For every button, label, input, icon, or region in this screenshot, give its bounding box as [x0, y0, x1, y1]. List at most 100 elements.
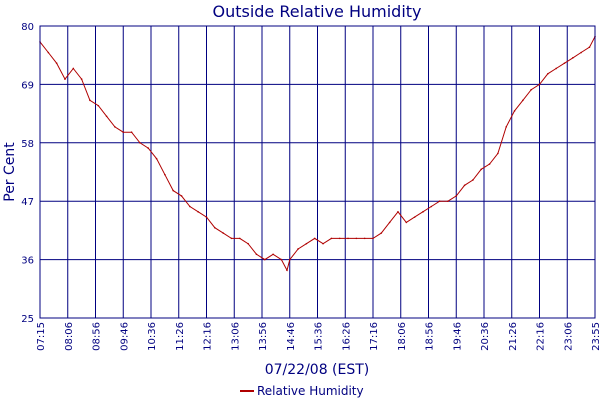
data-point [380, 232, 383, 234]
y-axis-title: Per Cent [2, 142, 18, 202]
data-point [239, 237, 241, 240]
data-point [247, 242, 249, 245]
x-tick-label: 13:06 [230, 322, 241, 351]
x-tick-label: 13:56 [258, 322, 269, 351]
legend: Relative Humidity [240, 384, 364, 398]
data-point [563, 62, 566, 64]
x-tick-label: 18:56 [425, 322, 436, 351]
data-point [297, 248, 299, 250]
data-point [172, 189, 174, 192]
data-point [263, 258, 266, 261]
data-point [355, 237, 358, 240]
data-point [286, 269, 288, 272]
data-point [538, 83, 541, 86]
data-point [189, 205, 191, 208]
data-point [505, 126, 508, 128]
data-point [114, 126, 116, 128]
legend-label: Relative Humidity [257, 384, 364, 398]
x-tick-label: 16:26 [341, 322, 352, 351]
data-point [89, 99, 91, 102]
data-point [513, 110, 516, 112]
y-tick-label: 25 [21, 314, 34, 325]
data-point [463, 184, 466, 187]
data-point [288, 258, 291, 261]
x-tick-label: 23:55 [591, 322, 600, 351]
data-point [438, 200, 441, 202]
data-point [347, 237, 349, 240]
data-point [372, 237, 374, 240]
plot-frame [39, 25, 596, 319]
data-point [230, 237, 233, 240]
x-tick-label: 14:46 [286, 322, 297, 351]
data-point [97, 104, 100, 107]
grid [40, 26, 595, 318]
data-point [480, 168, 483, 171]
y-tick-label: 36 [21, 256, 34, 267]
data-point [588, 46, 591, 49]
data-point [64, 78, 66, 80]
x-tick-label: 23:06 [563, 322, 574, 351]
x-tick-label: 07:15 [36, 322, 47, 351]
data-point [147, 147, 150, 149]
y-tick-labels: 25 36 47 58 69 80 [21, 22, 34, 325]
data-point [338, 237, 341, 240]
x-tick-label: 09:46 [119, 322, 130, 351]
data-point [572, 57, 574, 59]
data-point [214, 226, 216, 229]
data-point [305, 242, 308, 245]
data-point [497, 152, 499, 155]
data-point [47, 51, 50, 54]
data-point [155, 157, 158, 160]
data-point [55, 62, 58, 64]
x-tick-label: 18:06 [397, 322, 408, 351]
x-tick-label: 20:36 [480, 322, 491, 351]
data-point [164, 173, 166, 176]
x-tick-label: 21:26 [508, 322, 519, 351]
y-tick-label: 47 [21, 197, 34, 208]
data-point [363, 237, 366, 240]
data-point [422, 211, 424, 213]
x-tick-label: 08:06 [64, 322, 75, 351]
data-point [405, 221, 408, 224]
data-point [413, 216, 416, 218]
data-point [222, 232, 224, 234]
data-point [205, 216, 208, 218]
data-point [130, 131, 133, 133]
data-point [530, 88, 532, 91]
data-point [330, 237, 333, 240]
data-point [122, 131, 125, 133]
data-point [313, 237, 316, 240]
y-tick-label: 69 [21, 80, 34, 91]
data-point [388, 221, 391, 224]
data-point [80, 78, 83, 80]
data-point [272, 253, 274, 256]
data-point [105, 115, 108, 118]
data-point [255, 253, 258, 256]
data-point [547, 72, 549, 75]
data-point [488, 163, 491, 165]
data-point [280, 258, 283, 261]
x-tick-label: 10:36 [147, 322, 158, 351]
y-tick-label: 80 [21, 22, 34, 33]
x-tick-label: 08:56 [92, 322, 103, 351]
data-point [522, 99, 524, 102]
x-tick-label: 19:46 [452, 322, 463, 351]
x-tick-label: 17:16 [369, 322, 380, 351]
data-point [72, 67, 75, 70]
data-point [322, 242, 324, 245]
data-point [472, 179, 474, 181]
data-point [139, 142, 141, 144]
data-point [447, 200, 449, 202]
data-point [197, 211, 199, 213]
x-tick-label: 15:36 [314, 322, 325, 351]
data-point [580, 51, 582, 54]
data-point [455, 195, 458, 197]
x-tick-labels: 07:15 08:06 08:56 09:46 10:36 11:26 12:16 13:06… [36, 322, 600, 351]
x-tick-label: 11:26 [175, 322, 186, 351]
data-point [430, 205, 433, 208]
data-point [397, 211, 399, 213]
data-point [555, 67, 557, 70]
data-point [180, 195, 183, 197]
